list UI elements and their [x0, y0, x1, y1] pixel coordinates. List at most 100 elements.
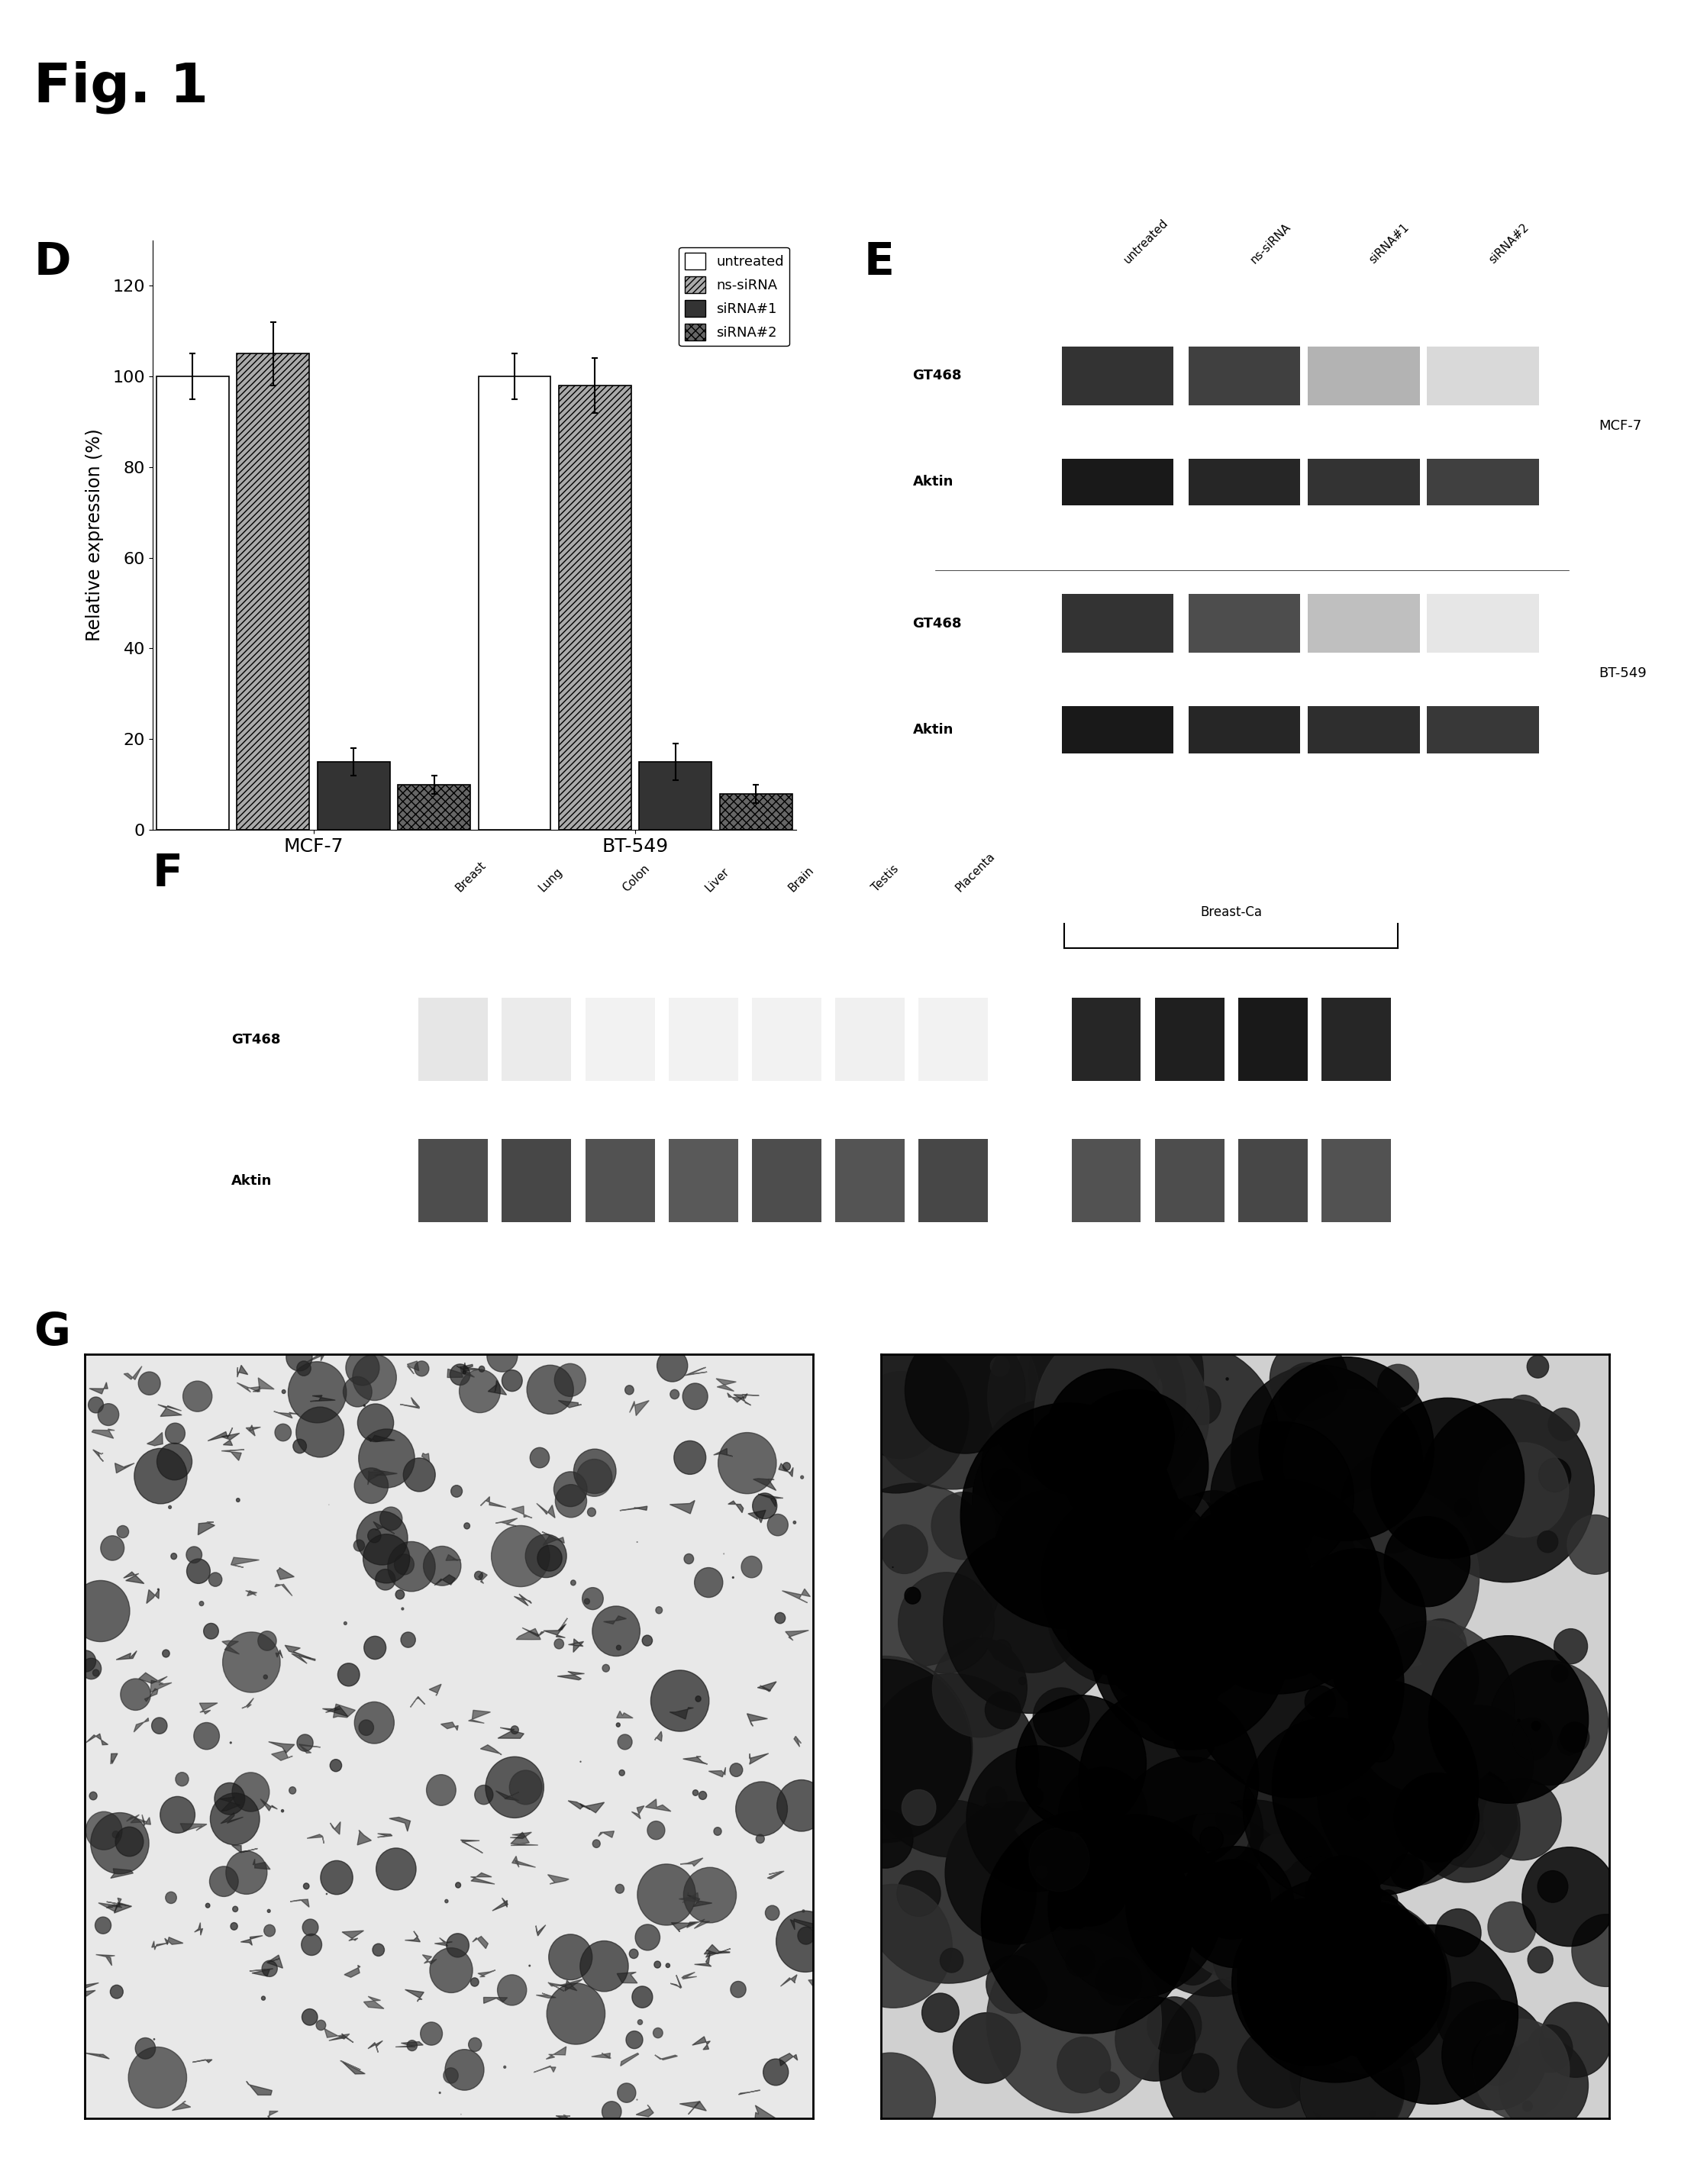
Circle shape — [1238, 2027, 1315, 2108]
Circle shape — [684, 1553, 693, 1564]
Polygon shape — [127, 1815, 147, 1824]
Circle shape — [268, 1909, 271, 1913]
Circle shape — [444, 2068, 457, 2084]
Circle shape — [627, 2031, 642, 2049]
Polygon shape — [557, 1671, 584, 1679]
Circle shape — [1548, 1409, 1579, 1441]
Circle shape — [1416, 1618, 1467, 1673]
Polygon shape — [405, 1931, 420, 1942]
Polygon shape — [579, 1802, 605, 1813]
Circle shape — [617, 1723, 620, 1728]
Circle shape — [1421, 1767, 1516, 1867]
Polygon shape — [781, 1974, 796, 1985]
Text: Colon: Colon — [620, 863, 652, 893]
Circle shape — [415, 1361, 429, 1376]
Polygon shape — [493, 1898, 508, 1911]
Polygon shape — [522, 1627, 544, 1636]
Circle shape — [359, 1719, 374, 1736]
Polygon shape — [374, 1470, 398, 1474]
FancyBboxPatch shape — [1321, 998, 1391, 1081]
Circle shape — [530, 1448, 549, 1468]
Circle shape — [1255, 1645, 1264, 1655]
Circle shape — [527, 1365, 574, 1413]
Circle shape — [835, 1885, 952, 2007]
Polygon shape — [195, 1922, 203, 1935]
Polygon shape — [242, 1699, 254, 1708]
Circle shape — [1106, 1599, 1226, 1725]
Circle shape — [752, 1494, 778, 1518]
Circle shape — [674, 1441, 706, 1474]
Circle shape — [163, 1649, 169, 1658]
Circle shape — [363, 1533, 410, 1583]
Circle shape — [695, 1568, 723, 1597]
Circle shape — [1423, 1706, 1533, 1821]
Circle shape — [427, 1776, 456, 1806]
Polygon shape — [488, 1380, 507, 1396]
Circle shape — [774, 1612, 786, 1623]
Circle shape — [186, 1559, 210, 1583]
Circle shape — [1216, 1802, 1247, 1835]
Circle shape — [1011, 1306, 1186, 1489]
FancyBboxPatch shape — [1071, 1140, 1140, 1223]
Polygon shape — [269, 1743, 295, 1754]
Circle shape — [264, 1675, 268, 1679]
Polygon shape — [237, 1365, 247, 1378]
Polygon shape — [378, 1835, 393, 1837]
Circle shape — [1291, 2031, 1369, 2114]
Circle shape — [1301, 2035, 1404, 2145]
Polygon shape — [307, 1835, 324, 1843]
Circle shape — [430, 1948, 473, 1992]
Polygon shape — [669, 1500, 695, 1514]
Circle shape — [1482, 1468, 1492, 1476]
Polygon shape — [717, 1378, 737, 1391]
Text: siRNA#1: siRNA#1 — [1367, 223, 1411, 266]
Circle shape — [176, 1773, 188, 1787]
Circle shape — [222, 1631, 280, 1693]
Circle shape — [208, 1572, 222, 1586]
FancyBboxPatch shape — [584, 998, 654, 1081]
Polygon shape — [110, 1870, 134, 1878]
Polygon shape — [779, 2053, 798, 2066]
Polygon shape — [545, 2046, 566, 2060]
Polygon shape — [747, 1714, 767, 1725]
Polygon shape — [630, 1400, 649, 1415]
FancyBboxPatch shape — [1062, 347, 1174, 406]
Circle shape — [554, 1363, 586, 1396]
Circle shape — [1348, 1797, 1369, 1819]
Polygon shape — [230, 1557, 259, 1568]
Polygon shape — [705, 1944, 730, 1955]
Polygon shape — [324, 2029, 349, 2040]
Circle shape — [420, 2022, 442, 2044]
Circle shape — [1049, 1815, 1223, 1998]
Circle shape — [1187, 1572, 1404, 1797]
Polygon shape — [617, 1710, 634, 1719]
FancyBboxPatch shape — [1062, 594, 1174, 653]
Circle shape — [1071, 1601, 1099, 1631]
Polygon shape — [115, 1463, 134, 1472]
Circle shape — [693, 1791, 698, 1795]
Circle shape — [525, 1535, 566, 1577]
Circle shape — [1291, 1481, 1320, 1511]
Circle shape — [1333, 1634, 1404, 1708]
Circle shape — [1106, 1470, 1179, 1546]
Polygon shape — [276, 1568, 295, 1579]
Polygon shape — [542, 1531, 564, 1546]
Text: Brain: Brain — [786, 865, 817, 893]
Polygon shape — [727, 1393, 747, 1402]
Circle shape — [456, 1883, 461, 1887]
Circle shape — [666, 1963, 669, 1968]
Circle shape — [1193, 1802, 1250, 1861]
Polygon shape — [620, 2053, 639, 2066]
Polygon shape — [342, 1931, 364, 1942]
Circle shape — [1243, 1717, 1418, 1900]
Circle shape — [1420, 1398, 1594, 1581]
Polygon shape — [808, 1979, 823, 1992]
Polygon shape — [483, 1998, 508, 2003]
Polygon shape — [357, 1830, 371, 1845]
Circle shape — [1184, 1926, 1193, 1935]
Polygon shape — [478, 1970, 495, 1977]
Circle shape — [1028, 1433, 1062, 1468]
Polygon shape — [708, 1767, 725, 1778]
Circle shape — [451, 1365, 469, 1385]
Circle shape — [905, 1328, 1025, 1455]
